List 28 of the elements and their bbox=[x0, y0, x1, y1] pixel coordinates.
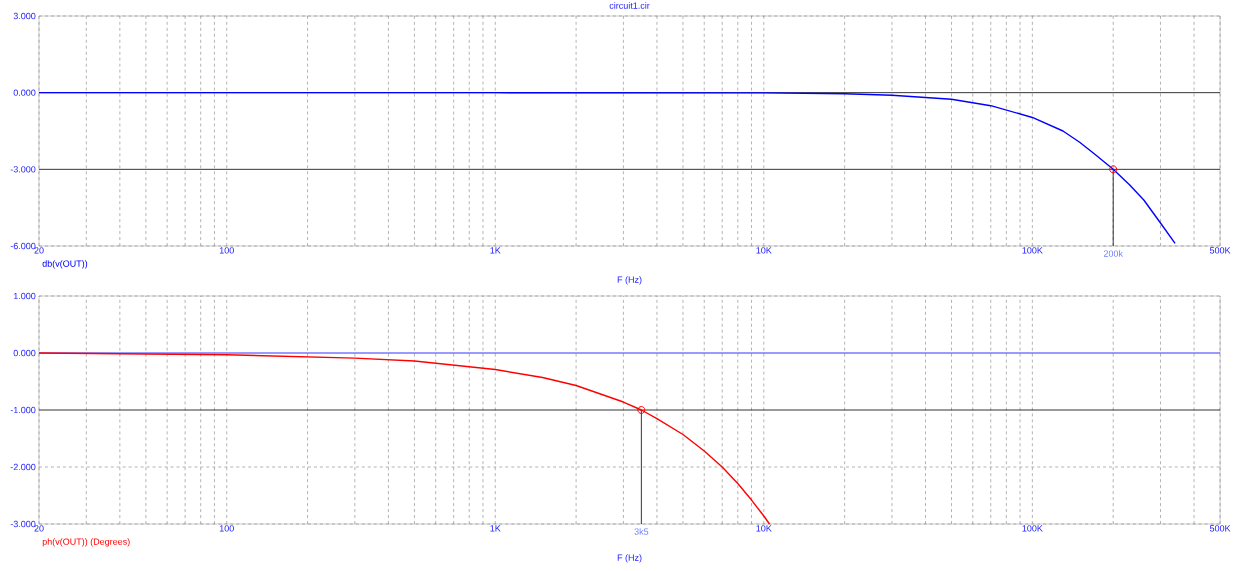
x-tick-label: 20 bbox=[34, 525, 44, 532]
chart-title: circuit1.cir bbox=[609, 2, 650, 9]
text: ph(v(OUT)) (Degrees) bbox=[42, 538, 130, 547]
y-tick-label: 0.000 bbox=[13, 349, 36, 357]
ref-line-label: 3k5 bbox=[634, 528, 649, 535]
y-tick-label: -1.000 bbox=[10, 406, 36, 414]
y-tick-label: -3.000 bbox=[10, 166, 36, 173]
x-tick-label: 20 bbox=[34, 247, 44, 254]
x-axis-title: F (Hz) bbox=[617, 276, 642, 285]
x-tick-label: 100 bbox=[219, 247, 234, 254]
y-tick-label: 1.000 bbox=[13, 292, 36, 300]
x-axis-title: F (Hz) bbox=[617, 554, 642, 563]
x-tick-label: 100K bbox=[1022, 247, 1043, 254]
x-tick-label: 10K bbox=[756, 247, 772, 254]
x-tick-label: 100 bbox=[219, 525, 234, 532]
y-tick-label: -3.000 bbox=[10, 520, 36, 528]
text: db(v(OUT)) bbox=[42, 260, 88, 269]
y-tick-label: 0.000 bbox=[13, 89, 36, 96]
ref-line-label: 200k bbox=[1103, 250, 1123, 257]
y-tick-label: -6.000 bbox=[10, 242, 36, 250]
y-tick-label: 3.000 bbox=[13, 12, 36, 20]
x-tick-label: 100K bbox=[1022, 525, 1043, 532]
x-tick-label: 500K bbox=[1209, 247, 1231, 254]
x-tick-label: 1K bbox=[490, 525, 501, 532]
y-tick-label: -2.000 bbox=[10, 463, 36, 471]
x-tick-label: 500K bbox=[1209, 525, 1231, 532]
x-tick-label: 1K bbox=[490, 247, 501, 254]
x-tick-label: 10K bbox=[756, 525, 772, 532]
